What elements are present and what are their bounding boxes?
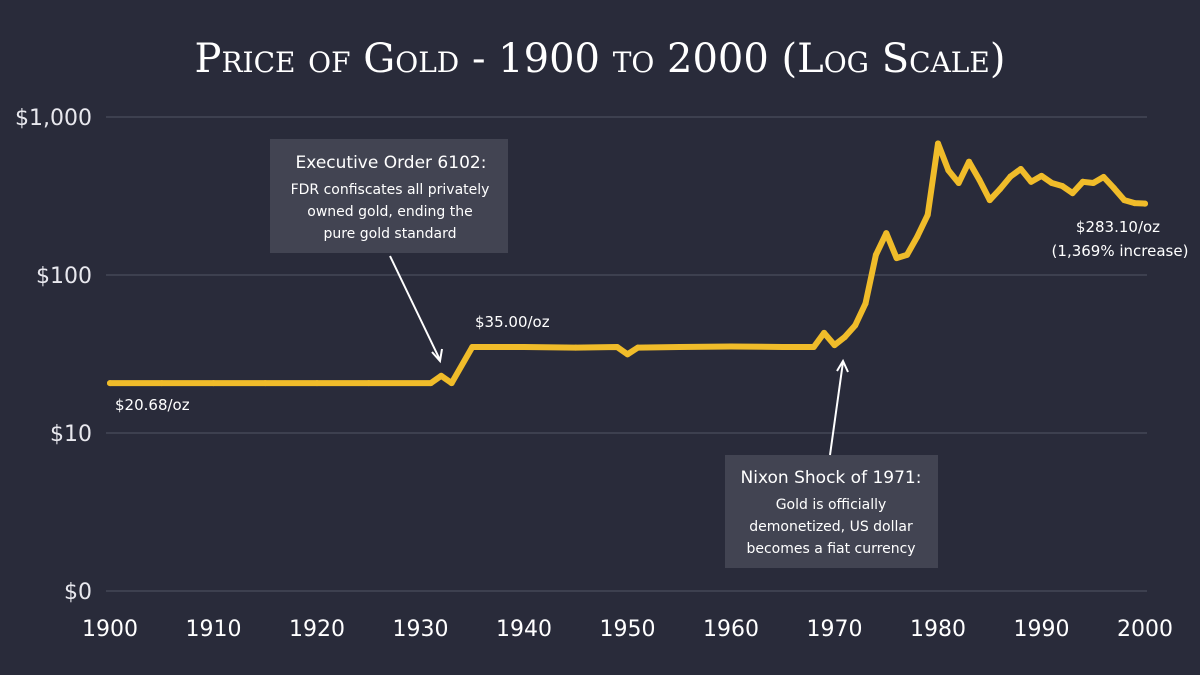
x-tick-label: 1990 <box>1014 617 1070 642</box>
data-point-1977 <box>903 251 910 258</box>
data-point-1965 <box>779 344 786 351</box>
callout-line: pure gold standard <box>323 226 456 242</box>
x-tick-label: 1960 <box>703 617 759 642</box>
data-point-1935 <box>469 344 476 351</box>
y-tick-label: $0 <box>64 580 92 605</box>
data-point-1999 <box>1131 200 1138 207</box>
data-point-1974 <box>872 251 879 258</box>
data-point-1973 <box>862 300 869 307</box>
data-point-1975 <box>883 230 890 237</box>
callout-box <box>725 455 938 568</box>
data-point-1988 <box>1017 165 1024 172</box>
data-point-1994 <box>1079 178 1086 185</box>
data-point-1915 <box>262 380 269 387</box>
increase-label: (1,369% increase) <box>1052 242 1189 260</box>
data-point-1949 <box>614 344 621 351</box>
data-point-1982 <box>955 180 962 187</box>
fixed-price-label: $35.00/oz <box>475 313 550 331</box>
callout-arrow <box>829 361 844 456</box>
data-point-1933 <box>448 380 455 387</box>
callout-line: owned gold, ending the <box>307 204 472 220</box>
data-point-1905 <box>158 380 165 387</box>
y-axis-ticks: $0 $10 $100 $1,000 <box>15 106 92 605</box>
data-point-1971 <box>841 334 848 341</box>
arrow-head-icon <box>836 358 849 373</box>
data-point-1984 <box>976 176 983 183</box>
x-tick-label: 1940 <box>496 617 552 642</box>
data-point-1990 <box>1038 172 1045 179</box>
y-tick-label: $1,000 <box>15 106 92 131</box>
arrow-head-icon <box>431 348 443 364</box>
data-point-1910 <box>210 380 217 387</box>
data-point-1950 <box>624 351 631 358</box>
callout-line: demonetized, US dollar <box>749 519 913 535</box>
data-point-1970 <box>831 342 838 349</box>
x-tick-label: 1970 <box>807 617 863 642</box>
callout-arrow <box>389 255 441 361</box>
x-tick-label: 1980 <box>910 617 966 642</box>
x-tick-label: 1950 <box>600 617 656 642</box>
callout-line: FDR confiscates all privately <box>291 182 490 198</box>
y-tick-label: $100 <box>36 264 92 289</box>
callout-line: becomes a fiat currency <box>746 541 915 557</box>
callout-heading: Executive Order 6102: <box>296 153 487 173</box>
x-tick-label: 2000 <box>1117 617 1173 642</box>
callout-executive-order-6102: Executive Order 6102: FDR confiscates al… <box>270 139 508 364</box>
x-tick-label: 1910 <box>186 617 242 642</box>
callout-line: Gold is officially <box>776 497 887 513</box>
gridlines <box>106 116 1147 592</box>
end-price-label: $283.10/oz <box>1076 218 1160 236</box>
x-tick-label: 1930 <box>393 617 449 642</box>
data-point-1997 <box>1110 185 1117 192</box>
data-point-1972 <box>852 322 859 329</box>
data-point-1983 <box>966 158 973 165</box>
data-point-1985 <box>986 197 993 204</box>
callout-heading: Nixon Shock of 1971: <box>741 468 922 488</box>
data-point-1995 <box>1090 180 1097 187</box>
y-tick-label: $10 <box>50 422 92 447</box>
data-point-1960 <box>728 343 734 350</box>
data-point-1951 <box>634 344 641 351</box>
data-point-1998 <box>1121 197 1128 204</box>
data-point-2000 <box>1142 200 1148 207</box>
data-point-1989 <box>1028 178 1035 185</box>
series-gold-price <box>107 140 1148 387</box>
data-point-1968 <box>810 344 817 351</box>
data-point-1976 <box>893 255 900 262</box>
data-point-1945 <box>572 344 579 351</box>
data-point-1993 <box>1069 190 1076 197</box>
data-point-1986 <box>997 186 1004 193</box>
data-point-1969 <box>821 329 828 336</box>
data-point-1979 <box>924 211 931 218</box>
data-point-1978 <box>914 233 921 240</box>
data-point-1980 <box>935 140 941 147</box>
data-point-1996 <box>1100 174 1107 181</box>
data-point-1987 <box>1007 173 1014 180</box>
x-tick-label: 1900 <box>82 617 138 642</box>
data-point-1955 <box>676 344 683 351</box>
data-point-1991 <box>1048 180 1055 187</box>
chart-title: Price of Gold - 1900 to 2000 (Log Scale) <box>195 36 1006 82</box>
data-point-1931 <box>427 380 434 387</box>
data-point-1981 <box>945 167 952 174</box>
data-point-1920 <box>314 380 320 387</box>
x-axis-ticks: 1900 1910 1920 1930 1940 1950 1960 1970 1980 1990… <box>82 617 1173 642</box>
callout-box <box>270 139 508 253</box>
start-price-label: $20.68/oz <box>115 396 190 414</box>
data-point-1940 <box>521 344 527 351</box>
data-point-1900 <box>107 380 113 387</box>
data-point-1992 <box>1059 182 1066 189</box>
data-point-1932 <box>438 372 445 379</box>
data-point-1925 <box>365 380 372 387</box>
x-tick-label: 1920 <box>289 617 345 642</box>
callout-nixon-shock: Nixon Shock of 1971: Gold is officially … <box>725 358 938 568</box>
